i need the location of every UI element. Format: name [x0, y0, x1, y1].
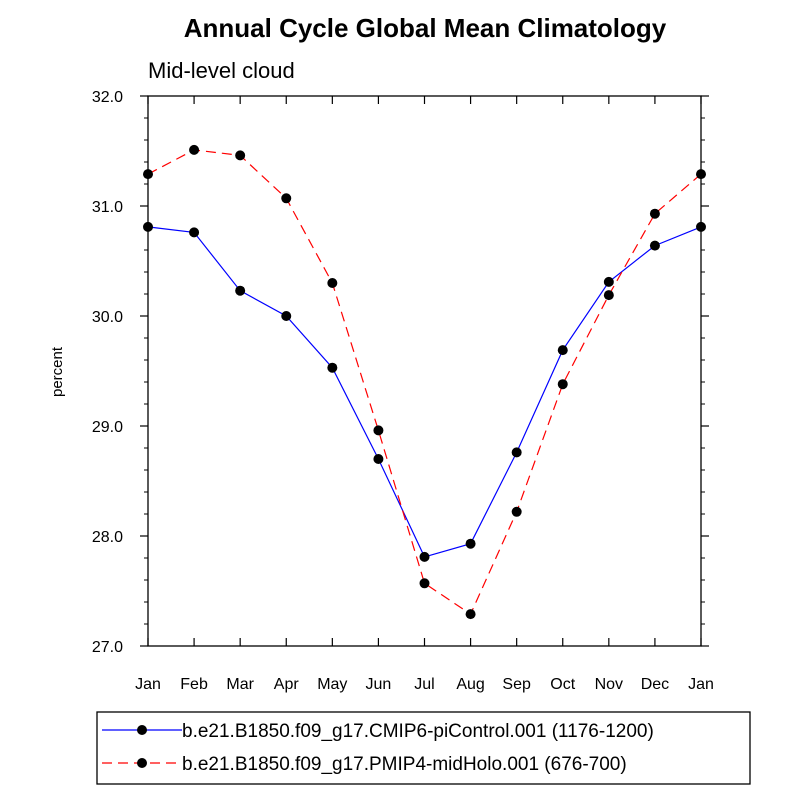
x-tick-label: Oct	[550, 676, 575, 693]
data-point	[511, 506, 522, 517]
data-point	[649, 240, 660, 251]
x-tick-label: Mar	[226, 676, 254, 693]
legend-box	[96, 711, 751, 785]
data-point	[143, 169, 153, 180]
x-tick-label: Aug	[456, 676, 484, 693]
x-tick-label: Jun	[366, 676, 392, 693]
x-tick-label: Jan	[688, 676, 714, 693]
data-point	[603, 290, 614, 301]
y-axis-label: percent	[49, 346, 66, 397]
legend-marker	[137, 725, 147, 735]
y-tick-label: 28.0	[92, 529, 123, 546]
data-point	[557, 345, 568, 356]
x-tick-label: Jul	[414, 676, 434, 693]
data-point	[143, 221, 153, 232]
data-point	[373, 454, 384, 464]
legend-label: b.e21.B1850.f09_g17.CMIP6-piControl.001 …	[182, 721, 654, 742]
data-point	[419, 551, 430, 562]
series-line-1	[147, 149, 702, 615]
x-tick-label: May	[317, 676, 347, 693]
series-line-0	[147, 226, 702, 558]
x-tick-label: Jan	[135, 676, 161, 693]
x-tick-label: Sep	[502, 676, 531, 693]
data-point	[327, 278, 338, 288]
data-point	[281, 311, 292, 321]
data-point	[189, 227, 200, 238]
x-tick-label: Feb	[180, 676, 208, 693]
data-point	[327, 362, 338, 373]
data-point	[696, 221, 706, 232]
y-tick-label: 29.0	[92, 419, 123, 436]
plot-frame	[147, 95, 702, 647]
y-tick-label: 27.0	[92, 639, 123, 656]
data-point	[557, 379, 568, 390]
axis-ticks: Jan Feb Mar Apr May Jun Jul Aug Sep Oct Nov Dec Jan 2…	[92, 89, 714, 693]
data-point	[465, 609, 476, 620]
chart-subtitle: Mid-level cloud	[148, 58, 295, 83]
chart-title: Annual Cycle Global Mean Climatology	[184, 13, 667, 43]
x-tick-label: Nov	[595, 676, 623, 693]
data-point	[235, 285, 246, 296]
data-point	[696, 169, 706, 180]
x-tick-label: Apr	[274, 676, 300, 693]
series-layer	[143, 144, 706, 620]
data-point	[373, 425, 384, 436]
y-tick-label: 31.0	[92, 199, 123, 216]
data-point	[603, 276, 614, 287]
legend-marker	[137, 758, 147, 768]
y-tick-label: 32.0	[92, 89, 123, 106]
data-point	[465, 538, 476, 549]
data-point	[235, 150, 246, 161]
data-point	[281, 193, 292, 204]
x-tick-label: Dec	[641, 676, 669, 693]
legend-label: b.e21.B1850.f09_g17.PMIP4-midHolo.001 (6…	[182, 754, 627, 775]
data-point	[419, 578, 430, 589]
y-tick-label: 30.0	[92, 309, 123, 326]
legend: b.e21.B1850.f09_g17.CMIP6-piControl.001 …	[102, 721, 654, 775]
data-point	[511, 447, 522, 458]
data-point	[649, 208, 660, 219]
data-point	[189, 144, 200, 155]
